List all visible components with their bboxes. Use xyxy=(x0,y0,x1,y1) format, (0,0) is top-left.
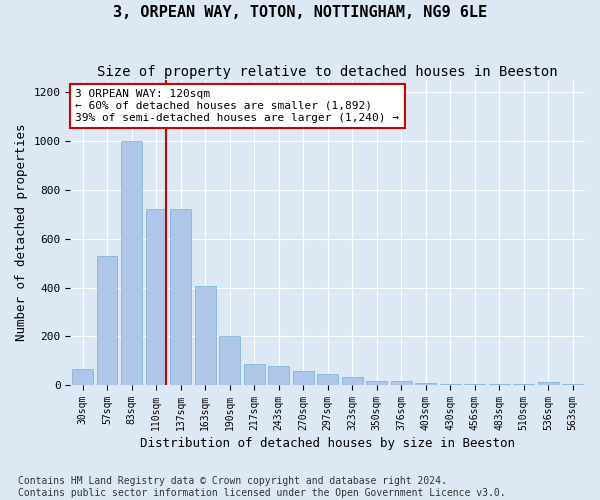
Bar xyxy=(489,384,509,385)
Bar xyxy=(121,141,142,385)
Bar xyxy=(194,286,215,385)
Bar xyxy=(293,371,314,385)
Bar xyxy=(415,383,436,385)
Y-axis label: Number of detached properties: Number of detached properties xyxy=(15,124,28,342)
X-axis label: Distribution of detached houses by size in Beeston: Distribution of detached houses by size … xyxy=(140,437,515,450)
Bar xyxy=(342,376,362,385)
Bar xyxy=(391,380,412,385)
Text: 3 ORPEAN WAY: 120sqm
← 60% of detached houses are smaller (1,892)
39% of semi-de: 3 ORPEAN WAY: 120sqm ← 60% of detached h… xyxy=(76,90,400,122)
Title: Size of property relative to detached houses in Beeston: Size of property relative to detached ho… xyxy=(97,65,558,79)
Bar xyxy=(170,210,191,385)
Bar xyxy=(219,336,240,385)
Bar xyxy=(72,369,93,385)
Bar xyxy=(514,384,534,385)
Bar xyxy=(317,374,338,385)
Text: 3, ORPEAN WAY, TOTON, NOTTINGHAM, NG9 6LE: 3, ORPEAN WAY, TOTON, NOTTINGHAM, NG9 6L… xyxy=(113,5,487,20)
Bar xyxy=(268,366,289,385)
Bar xyxy=(244,364,265,385)
Bar xyxy=(440,384,461,385)
Bar xyxy=(562,384,583,385)
Text: Contains HM Land Registry data © Crown copyright and database right 2024.
Contai: Contains HM Land Registry data © Crown c… xyxy=(18,476,506,498)
Bar xyxy=(538,382,559,385)
Bar xyxy=(464,384,485,385)
Bar xyxy=(97,256,118,385)
Bar xyxy=(366,380,387,385)
Bar xyxy=(146,210,166,385)
